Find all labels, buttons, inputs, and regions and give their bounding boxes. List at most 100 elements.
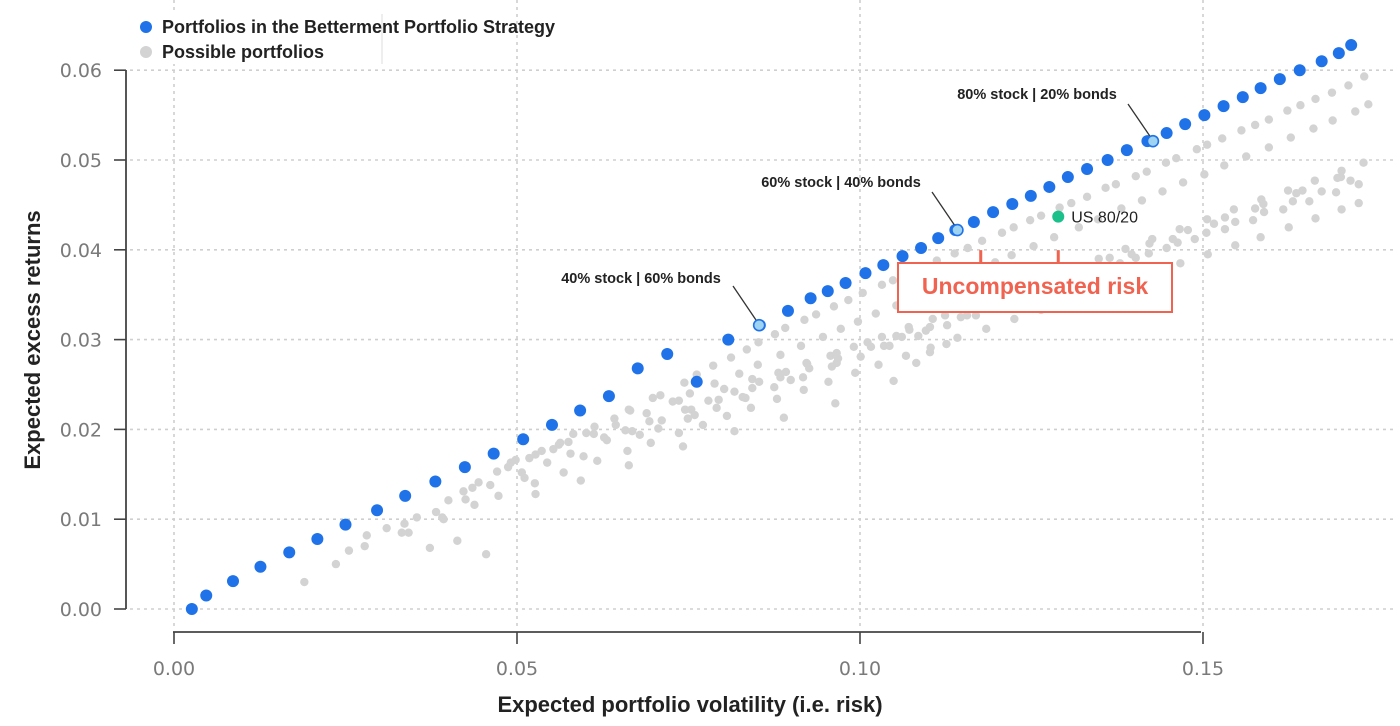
betterment-portfolio-point [1345,39,1358,52]
possible-portfolio-point [576,476,585,485]
possible-portfolio-point [1279,205,1288,214]
possible-portfolio-point [977,236,987,246]
possible-portfolio-point [1168,234,1178,244]
annotations: Uncompensated risk US 80/20 40% stock | 60… [561,87,1173,332]
possible-portfolio-point [1203,250,1213,259]
betterment-portfolio-point [859,267,872,280]
possible-portfolio-point [1327,88,1337,97]
possible-portfolio-point [610,414,619,423]
possible-portfolio-point [836,324,845,334]
possible-portfolio-point [776,350,785,360]
possible-portfolio-point [712,403,721,413]
possible-portfolio-point [726,353,736,362]
possible-portfolio-point [832,358,841,368]
possible-portfolio-point [1049,233,1059,242]
x-tick-label: 0.05 [496,658,538,680]
highlighted-portfolio-point [1146,134,1160,148]
possible-portfolio-point [492,467,502,476]
y-tick-label: 0.04 [60,240,102,262]
possible-portfolio-point [921,326,931,335]
legend-marker-possible [140,46,152,58]
possible-portfolio-point [531,450,540,459]
possible-portfolio-point [1346,176,1355,185]
possible-portfolio-point [1359,158,1368,167]
possible-portfolio-point [1101,183,1110,193]
betterment-portfolio-point [283,546,296,559]
possible-portfolio-point [1067,198,1076,208]
possible-portfolio-point [1309,124,1318,133]
legend: Portfolios in the Betterment Portfolio S… [134,12,555,64]
us-8020-point [1052,210,1065,223]
possible-portfolio-point [1250,204,1260,213]
possible-portfolio-point [525,453,534,463]
possible-portfolio-point [645,417,654,426]
possible-portfolio-point [950,249,959,258]
betterment-portfolio-point [545,418,558,431]
possible-portfolio-point [566,449,575,458]
possible-portfolio-point [678,442,688,451]
possible-portfolio-point [997,228,1007,237]
ticks: 0.00 0.01 0.02 0.03 0.04 0.05 0.06 0.00 0.05 0.10… [60,60,1224,680]
possible-portfolio-point [642,409,651,418]
possible-portfolio-point [800,315,809,325]
possible-portfolio-point [1148,234,1157,244]
betterment-portfolio-point [781,304,794,317]
possible-portfolio-point [1036,211,1046,220]
possible-portfolio-point [621,426,630,435]
possible-portfolio-point [470,500,479,510]
possible-portfolio-point [668,397,677,406]
betterment-portfolio-point [1332,47,1345,60]
possible-portfolio-point [754,377,764,387]
possible-portfolio-point [889,376,898,386]
possible-portfolio-point [300,577,309,587]
possible-portfolio-point [754,338,763,347]
possible-portfolio-point [1231,241,1240,250]
possible-portfolio-point [1218,134,1227,143]
highlight-leader-line [1127,103,1151,137]
possible-portfolio-point [494,491,503,501]
possible-portfolio-point [871,309,880,318]
possible-portfolio-point [1082,192,1092,202]
possible-portfolio-point [481,550,491,559]
possible-portfolio-point [892,331,901,341]
possible-portfolio-point [799,385,808,395]
betterment-portfolio-point [967,215,980,228]
possible-portfolio-point [877,332,887,342]
possible-portfolio-point [564,437,573,447]
possible-portfolio-point [798,373,808,382]
possible-portfolio-point [912,358,921,368]
betterment-portfolio-point [1101,154,1114,166]
betterment-portfolio-point [690,375,703,388]
possible-portfolio-point [1284,223,1293,232]
possible-portfolio-point [781,367,791,377]
possible-portfolio-point [818,332,828,342]
possible-portfolio-point [474,478,483,487]
possible-portfolio-point [770,382,779,392]
legend-marker-betterment [140,21,152,33]
possible-portfolio-point [1220,161,1229,170]
possible-portfolio-point [802,359,812,369]
possible-portfolio-point [625,406,635,415]
possible-portfolio-point [1202,140,1212,149]
possible-portfolio-point [1093,215,1103,224]
possible-portfolio-point [1200,170,1209,179]
betterment-portfolio-point [1254,82,1267,95]
possible-portfolio-point [742,345,752,354]
possible-portfolio-point [849,342,859,351]
possible-portfolio-point [781,323,790,333]
possible-portfolio-point [549,444,558,454]
betterment-portfolio-point [574,404,587,417]
betterment-portfolio-point [1081,162,1094,175]
possible-portfolio-point [888,276,898,285]
possible-portfolio-point [537,446,546,456]
possible-portfolio-point [542,458,552,467]
possible-portfolio-point [1202,228,1211,237]
betterment-portfolio-point [1120,144,1133,157]
possible-portfolio-point [850,368,860,378]
betterment-portfolios-points [185,39,1358,615]
betterment-portfolio-point [1273,73,1286,86]
possible-portfolio-point [858,288,867,298]
highlighted-portfolio-point [951,223,964,237]
possible-portfolio-point [928,314,937,324]
possible-portfolio-point [1137,196,1147,205]
